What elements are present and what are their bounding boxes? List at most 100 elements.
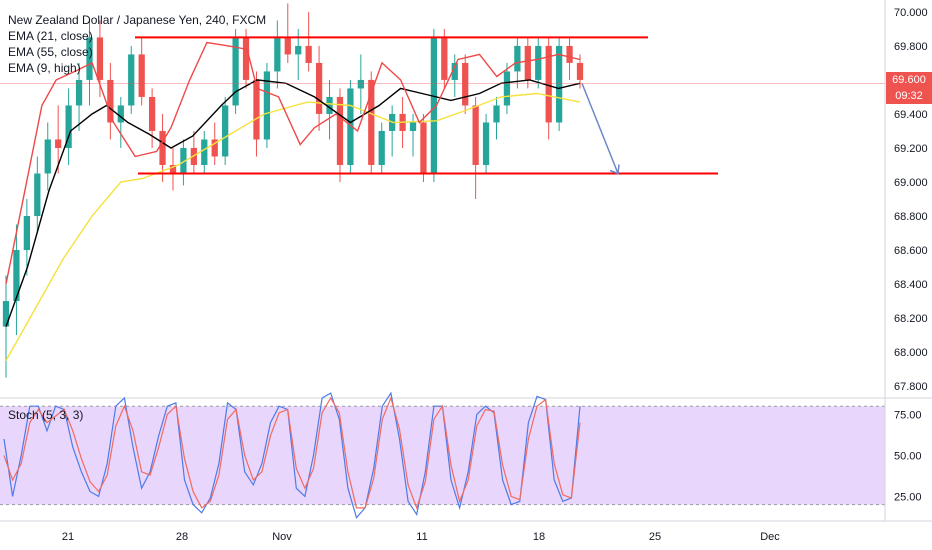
price-tick-label: 69.800 [894,41,928,53]
price-tick-label: 68.000 [894,347,928,359]
candle-body [545,45,552,123]
candle-body [253,79,260,140]
candle-body [441,37,448,80]
candle-body [107,79,114,123]
stochastic-tick-label: 75.00 [894,409,922,421]
stochastic-d-line [3,396,581,510]
candle [357,54,364,114]
candle [242,28,250,89]
candle-body [201,139,208,165]
candle-body [451,62,458,80]
stochastic-axis[interactable]: 75.00 50.00 25.00 [894,409,922,503]
candle-body [315,62,323,114]
candle [472,96,479,199]
price-tick-label: 70.000 [894,7,928,19]
candle [420,113,427,182]
ema9-line [5,41,581,285]
ema9-label[interactable]: EMA (9, high) [8,61,81,75]
candle-body [420,122,427,174]
candle-body [295,45,302,55]
candle-body [13,250,20,302]
candle [13,224,20,336]
candle-body [347,88,354,165]
candle-body [65,105,72,148]
candle-body [482,122,490,165]
price-tick-label: 68.400 [894,279,928,291]
candle [55,105,62,174]
stochastic-k-line [3,391,581,519]
candle [315,45,323,131]
candle [128,45,135,114]
candle-body [326,96,333,114]
chart-legend: New Zealand Dollar / Japanese Yen, 240, … [8,12,266,76]
candle-body [138,54,145,97]
time-tick-label: 11 [416,531,427,543]
candle-body [232,37,239,106]
time-axis[interactable]: 21 28 Nov 11 18 25 Dec [62,531,780,543]
last-price-badge: 69.600 [886,71,932,88]
candle [107,62,114,140]
candle-body [566,45,573,63]
candle [326,79,333,140]
stochastic-tick-label: 50.00 [894,450,922,462]
candle-body [242,37,250,80]
time-tick-label: Nov [272,531,292,543]
candle [75,62,83,131]
candle [545,37,552,140]
candle [462,54,469,114]
candle-body [493,105,500,123]
candle-body [378,130,385,165]
candle-body [305,45,312,63]
ema21-line [5,79,581,327]
candle [201,130,208,174]
candle-body [75,79,83,106]
candle [368,71,375,174]
projection-arrow [581,83,619,174]
candle-body [535,45,542,80]
stochastic-pane [0,405,885,506]
stochastic-tick-label: 25.00 [894,491,922,503]
candle [274,20,281,89]
candle [65,88,72,165]
candle [138,37,145,106]
candle [222,96,229,165]
candle [305,11,312,72]
stochastic-label[interactable]: Stoch (5, 3, 3) [8,408,84,422]
candle-body [409,122,417,131]
candle-body [55,139,62,148]
candle [263,62,271,148]
candle-body [462,62,469,106]
candle [34,156,41,234]
candle [555,37,563,131]
candle [148,88,156,148]
chart-title[interactable]: New Zealand Dollar / Japanese Yen, 240, … [8,13,267,27]
ema21-label[interactable]: EMA (21, close) [8,29,93,43]
price-axis[interactable]: 70.00069.80069.60069.40069.20069.00068.8… [894,7,928,393]
candle-body [514,45,521,72]
candle [482,113,490,174]
countdown-badge: 09:32 [886,87,932,104]
stochastic-lines [3,391,581,519]
candle [566,37,573,80]
price-tick-label: 68.800 [894,211,928,223]
time-tick-label: 28 [176,531,188,543]
candle [284,3,291,63]
ema-lines [5,41,581,361]
price-tick-label: 68.600 [894,245,928,257]
candle [451,54,458,97]
candle-body [472,105,479,165]
candle [430,28,438,182]
ema55-label[interactable]: EMA (55, close) [8,45,93,59]
candle-body [357,79,364,89]
candle-body [430,37,438,174]
candle-body [211,139,218,157]
candle [441,28,448,89]
price-tick-label: 69.400 [894,109,928,121]
candle-body [180,147,187,174]
price-tick-label: 67.800 [894,381,928,393]
price-tick-label: 69.200 [894,143,928,155]
candle [378,122,385,174]
candle-body [2,301,10,327]
price-tick-label: 68.200 [894,313,928,325]
